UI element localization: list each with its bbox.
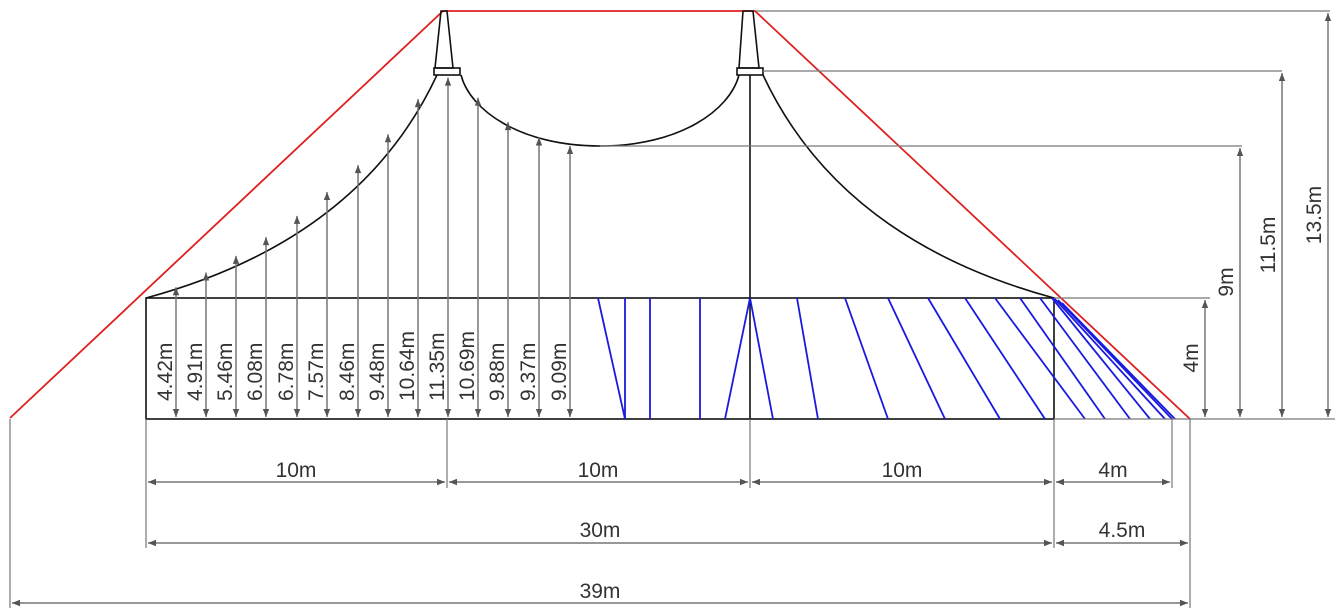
- roof-height-label: 10.64m: [396, 331, 419, 401]
- horizontal-dimension-lines: [12, 478, 1188, 607]
- roof-height-label: 4.42m: [154, 343, 177, 401]
- dim-label-total-width: 39m: [580, 580, 621, 603]
- roof-height-label: 4.91m: [184, 343, 207, 401]
- tent-body-outline: [145, 297, 1055, 420]
- roof-height-label: 9.37m: [517, 343, 540, 401]
- dim-label-ridge-height: 13.5m: [1303, 186, 1326, 244]
- roof-height-label: 9.88m: [486, 343, 509, 401]
- dim-label-bay-3: 10m: [882, 459, 923, 482]
- roof-height-label: 9.09m: [548, 343, 571, 401]
- roof-height-arrows: 4.42m 4.91m 5.46m 6.08m 6.78m 7.57m 8.46m 9.48m…: [154, 77, 574, 417]
- dim-label-valley-height: 9m: [1215, 267, 1238, 296]
- dim-label-mast-ring-height: 11.5m: [1257, 217, 1280, 274]
- roof-height-label: 9.48m: [366, 343, 389, 401]
- vertical-dimension-lines: [1201, 13, 1332, 417]
- dim-label-bay-2: 10m: [578, 459, 619, 482]
- outer-roof-profile: [9, 10, 1191, 420]
- extension-lines: [9, 10, 1335, 608]
- dim-label-overhang-inner: 4m: [1098, 459, 1127, 482]
- dim-label-main-span: 30m: [580, 519, 621, 542]
- dim-label-overhang-outer: 4.5m: [1099, 519, 1146, 542]
- wall-panel-lines: [597, 297, 1176, 420]
- roof-height-label: 11.35m: [426, 333, 449, 402]
- mast-left: [433, 10, 461, 76]
- roof-height-label: 10.69m: [456, 331, 479, 401]
- roof-height-label: 6.08m: [244, 343, 267, 401]
- roof-height-label: 7.57m: [305, 343, 328, 401]
- roof-height-label: 8.46m: [336, 343, 359, 401]
- center-roof-sag: [460, 74, 740, 147]
- dim-label-bay-1: 10m: [276, 459, 317, 482]
- left-roof-curve: [145, 74, 438, 299]
- roof-height-label: 6.78m: [275, 343, 298, 401]
- roof-height-label: 5.46m: [214, 343, 237, 401]
- dim-label-side-height: 4m: [1180, 343, 1203, 372]
- right-roof-curve: [762, 74, 1055, 299]
- mast-right: [736, 10, 764, 76]
